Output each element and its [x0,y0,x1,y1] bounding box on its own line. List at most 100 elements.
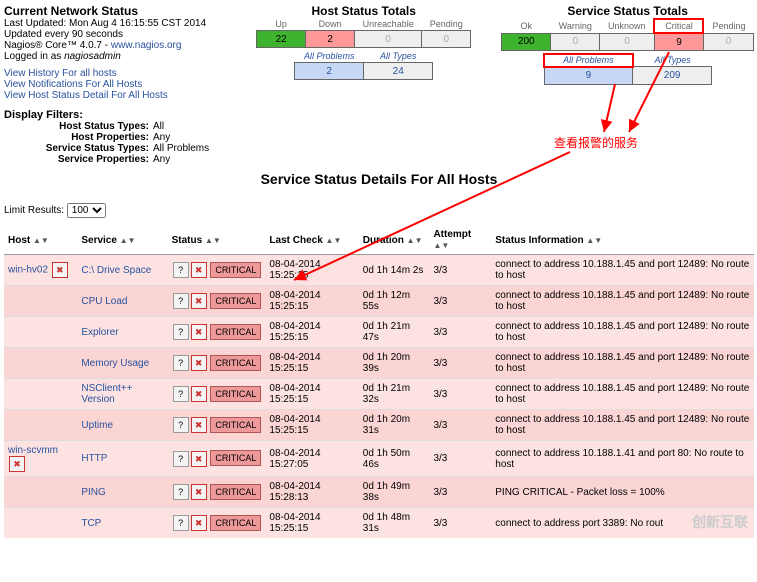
host-action-icon[interactable]: ✖ [9,456,25,472]
action-icon[interactable]: ✖ [191,355,207,371]
host-up-header: Up [257,18,306,31]
action-icon[interactable]: ✖ [191,515,207,531]
duration: 0d 1h 49m 38s [359,477,430,508]
service-link[interactable]: Uptime [81,420,113,431]
attempt: 3/3 [429,317,491,348]
action-icon[interactable]: ✖ [191,324,207,340]
host-pending-count[interactable]: 0 [422,31,471,48]
host-unreachable-count[interactable]: 0 [355,31,422,48]
col-duration[interactable]: Duration ▲▼ [359,226,430,255]
view-host-status-link[interactable]: View Host Status Detail For All Hosts [4,90,168,101]
host-all-types-header: All Types [364,50,433,63]
svc-all-problems-count[interactable]: 9 [544,67,633,85]
view-history-link[interactable]: View History For all hosts [4,68,117,79]
col-attempt[interactable]: Attempt ▲▼ [429,226,491,255]
host-totals: Host Status Totals Up Down Unreachable P… [256,4,471,80]
status-badge: CRITICAL [210,386,261,402]
status-badge: CRITICAL [210,262,261,278]
filter-value: All Problems [153,143,209,154]
svc-critical-count[interactable]: 9 [654,33,703,51]
svc-pending-count[interactable]: 0 [703,33,753,51]
help-icon[interactable]: ? [173,262,189,278]
nagios-link[interactable]: www.nagios.org [111,40,182,51]
service-link[interactable]: CPU Load [81,296,127,307]
service-link[interactable]: Memory Usage [81,358,149,369]
status-info: connect to address 10.188.1.45 and port … [491,255,754,286]
svc-all-problems-header: All Problems [544,54,633,67]
duration: 0d 1h 48m 31s [359,508,430,539]
status-badge: CRITICAL [210,450,261,466]
host-action-icon[interactable]: ✖ [52,262,68,278]
col-service[interactable]: Service ▲▼ [77,226,167,255]
action-icon[interactable]: ✖ [191,386,207,402]
action-icon[interactable]: ✖ [191,262,207,278]
view-notifications-link[interactable]: View Notifications For All Hosts [4,79,142,90]
logged-in-user: nagiosadmin [64,51,121,62]
svc-ok-count[interactable]: 200 [502,33,551,51]
service-link[interactable]: C:\ Drive Space [81,265,151,276]
status-info: PING CRITICAL - Packet loss = 100% [491,477,754,508]
help-icon[interactable]: ? [173,451,189,467]
host-all-types-count[interactable]: 24 [364,63,433,80]
help-icon[interactable]: ? [173,324,189,340]
help-icon[interactable]: ? [173,417,189,433]
service-totals: Service Status Totals Ok Warning Unknown… [501,4,754,85]
service-link[interactable]: Explorer [81,327,118,338]
host-link[interactable]: win-hv02 [8,265,48,276]
product-name: Nagios® Core™ 4.0.7 - [4,40,111,51]
service-link[interactable]: HTTP [81,453,107,464]
table-row: CPU Load?✖ CRITICAL08-04-2014 15:25:150d… [4,286,754,317]
display-filters: Display Filters: Host Status Types:AllHo… [4,109,754,165]
svc-pending-header: Pending [703,19,753,33]
last-check: 08-04-2014 15:25:15 [265,379,358,410]
svc-critical-header: Critical [654,19,703,33]
help-icon[interactable]: ? [173,515,189,531]
svc-unknown-count[interactable]: 0 [600,33,655,51]
attempt: 3/3 [429,379,491,410]
filter-value: All [153,121,164,132]
status-badge: CRITICAL [210,515,261,531]
duration: 0d 1h 21m 47s [359,317,430,348]
last-check: 08-04-2014 15:27:05 [265,441,358,477]
host-pending-header: Pending [422,18,471,31]
filter-label: Service Status Types: [4,143,153,154]
duration: 0d 1h 50m 46s [359,441,430,477]
table-row: win-scvmm ✖HTTP?✖ CRITICAL08-04-2014 15:… [4,441,754,477]
help-icon[interactable]: ? [173,484,189,500]
annotation-text: 查看报警的服务 [554,134,638,151]
col-status[interactable]: Status ▲▼ [168,226,266,255]
col-last-check[interactable]: Last Check ▲▼ [265,226,358,255]
service-link[interactable]: TCP [81,518,101,529]
status-info: connect to address 10.188.1.41 and port … [491,441,754,477]
svc-all-types-count[interactable]: 209 [633,67,712,85]
status-badge: CRITICAL [210,417,261,433]
host-down-count[interactable]: 2 [306,31,355,48]
info-block: Current Network Status Last Updated: Mon… [4,4,226,101]
status-badge: CRITICAL [210,355,261,371]
action-icon[interactable]: ✖ [191,293,207,309]
col-status-information[interactable]: Status Information ▲▼ [491,226,754,255]
service-link[interactable]: NSClient++ Version [81,383,132,405]
svc-ok-header: Ok [502,19,551,33]
action-icon[interactable]: ✖ [191,451,207,467]
col-host[interactable]: Host ▲▼ [4,226,77,255]
help-icon[interactable]: ? [173,293,189,309]
limit-results-select[interactable]: 100 [67,203,106,218]
service-link[interactable]: PING [81,487,105,498]
action-icon[interactable]: ✖ [191,484,207,500]
status-info: connect to address 10.188.1.45 and port … [491,410,754,441]
host-up-count[interactable]: 22 [257,31,306,48]
last-check: 08-04-2014 15:25:15 [265,255,358,286]
table-row: Memory Usage?✖ CRITICAL08-04-2014 15:25:… [4,348,754,379]
attempt: 3/3 [429,508,491,539]
action-icon[interactable]: ✖ [191,417,207,433]
attempt: 3/3 [429,255,491,286]
host-all-problems-count[interactable]: 2 [295,63,364,80]
filter-label: Host Status Types: [4,121,153,132]
help-icon[interactable]: ? [173,386,189,402]
attempt: 3/3 [429,477,491,508]
host-down-header: Down [306,18,355,31]
help-icon[interactable]: ? [173,355,189,371]
svc-warning-count[interactable]: 0 [551,33,600,51]
host-link[interactable]: win-scvmm [8,445,58,456]
